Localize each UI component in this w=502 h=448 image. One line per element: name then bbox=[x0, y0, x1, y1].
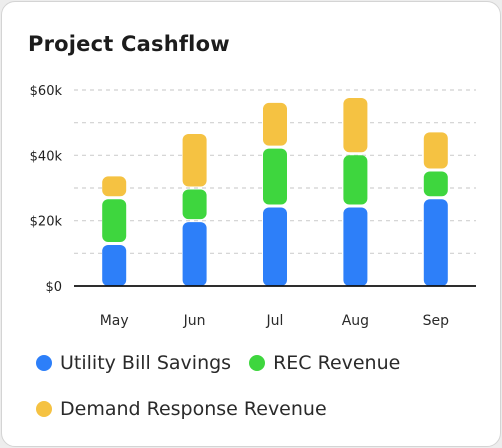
bar-segment-utility-bill-savings-may bbox=[102, 245, 127, 286]
y-tick-label: $20k bbox=[30, 215, 63, 230]
bar-segment-utility-bill-savings-aug bbox=[343, 207, 368, 286]
legend-item-rec-revenue[interactable]: REC Revenue bbox=[249, 352, 400, 374]
legend-label-utility-bill-savings: Utility Bill Savings bbox=[60, 352, 232, 374]
bar-segment-rec-revenue-aug bbox=[343, 155, 368, 205]
legend-label-demand-response-revenue: Demand Response Revenue bbox=[60, 398, 327, 420]
legend-row-2: Demand Response Revenue bbox=[36, 398, 345, 420]
x-tick-label: Jul bbox=[266, 313, 284, 329]
bar-segment-demand-response-revenue-sep bbox=[423, 132, 448, 169]
legend-swatch-rec-revenue bbox=[249, 355, 266, 371]
bar-segment-rec-revenue-sep bbox=[423, 171, 448, 197]
x-tick-label: Aug bbox=[342, 313, 369, 329]
bar-segment-demand-response-revenue-jul bbox=[263, 102, 287, 146]
x-tick-label: Jun bbox=[183, 313, 206, 329]
bar-segment-rec-revenue-may bbox=[102, 199, 127, 243]
y-tick-label: $60k bbox=[30, 84, 63, 99]
bar-segment-demand-response-revenue-aug bbox=[343, 98, 368, 153]
bar-segment-utility-bill-savings-jun bbox=[182, 222, 207, 286]
bar-segment-demand-response-revenue-jun bbox=[182, 133, 207, 187]
x-tick-label: May bbox=[100, 313, 129, 329]
legend-item-demand-response-revenue[interactable]: Demand Response Revenue bbox=[36, 398, 327, 420]
legend-swatch-demand-response-revenue bbox=[36, 401, 52, 417]
bar-segment-utility-bill-savings-jul bbox=[263, 207, 287, 286]
x-tick-label: Sep bbox=[423, 313, 450, 329]
bar-segment-rec-revenue-jun bbox=[182, 189, 207, 220]
legend-label-rec-revenue: REC Revenue bbox=[273, 352, 401, 374]
legend-swatch-utility-bill-savings bbox=[36, 355, 52, 371]
legend-item-utility-bill-savings[interactable]: Utility Bill Savings bbox=[36, 352, 231, 374]
bar-segment-rec-revenue-jul bbox=[263, 148, 287, 205]
bar-segment-demand-response-revenue-may bbox=[102, 176, 127, 197]
legend-row-1: Utility Bill Savings REC Revenue bbox=[36, 352, 418, 374]
chart-title: Project Cashflow bbox=[28, 32, 230, 56]
bar-segment-utility-bill-savings-sep bbox=[423, 199, 448, 286]
y-tick-label: $0 bbox=[45, 280, 62, 295]
y-tick-label: $40k bbox=[30, 149, 63, 164]
